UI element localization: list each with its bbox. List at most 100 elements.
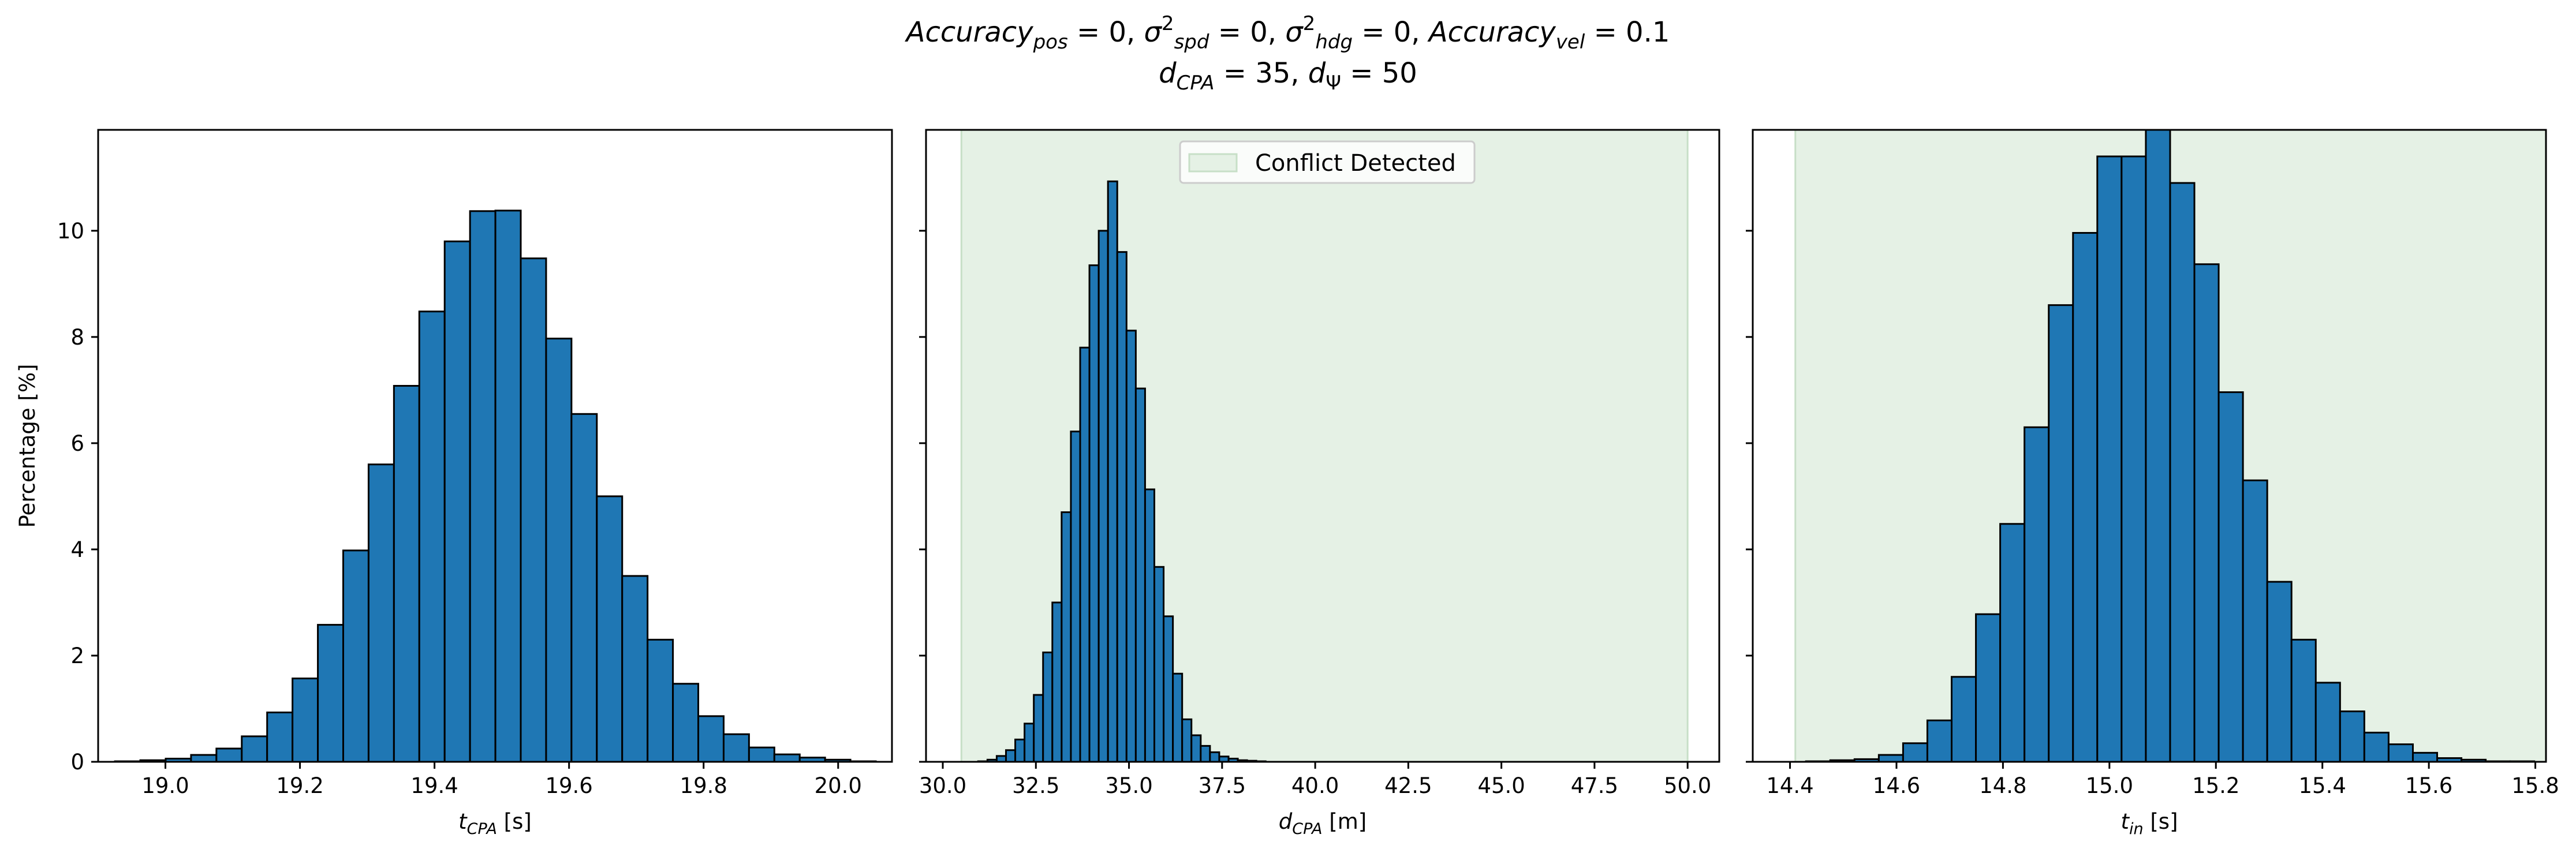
x-tick-label: 15.6 bbox=[2405, 773, 2452, 798]
histogram-bar bbox=[1902, 742, 1928, 762]
histogram-bar bbox=[697, 715, 725, 762]
legend-label: Conflict Detected bbox=[1255, 150, 1456, 177]
histogram-bar bbox=[393, 385, 420, 762]
x-tick-label: 19.0 bbox=[141, 773, 189, 798]
x-tick-label: 19.4 bbox=[410, 773, 458, 798]
x-axis-label: tin [s] bbox=[2120, 809, 2178, 838]
histogram-bar bbox=[2096, 155, 2123, 762]
plot-area bbox=[114, 209, 877, 762]
histogram-bar bbox=[1088, 264, 1100, 762]
histogram-bar bbox=[215, 747, 243, 762]
y-tick-label: 2 bbox=[70, 644, 84, 668]
x-tick-label: 14.8 bbox=[1979, 773, 2026, 798]
y-tick-label: 10 bbox=[57, 219, 84, 244]
y-tick-label: 0 bbox=[70, 750, 84, 775]
figure-title-line1: Accuracypos = 0, σ2spd = 0, σ2hdg = 0, A… bbox=[905, 12, 1670, 54]
histogram-bar bbox=[1134, 387, 1146, 762]
histogram-bar bbox=[2314, 682, 2341, 762]
histogram-bar bbox=[2169, 182, 2196, 762]
histogram-bar bbox=[1190, 734, 1202, 762]
x-tick-label: 14.6 bbox=[1873, 773, 1920, 798]
legend-swatch bbox=[1188, 153, 1238, 173]
histogram-bar bbox=[2024, 426, 2050, 762]
histogram-bar bbox=[545, 338, 573, 762]
x-tick-label: 45.0 bbox=[1477, 773, 1525, 798]
y-tick-label: 8 bbox=[70, 325, 84, 350]
x-tick-label: 15.0 bbox=[2086, 773, 2133, 798]
legend: Conflict Detected bbox=[1179, 140, 1476, 184]
histogram-bar bbox=[1033, 694, 1044, 762]
histogram-bar bbox=[1061, 511, 1072, 762]
histogram-bar bbox=[1079, 346, 1091, 762]
histogram-bar bbox=[2145, 130, 2171, 762]
histogram-bar bbox=[1107, 180, 1118, 762]
histogram-bar bbox=[2363, 731, 2390, 762]
y-tick-label: 6 bbox=[70, 431, 84, 456]
histogram-bar bbox=[1926, 719, 1953, 762]
x-axis-label: dCPA [m] bbox=[1279, 809, 1367, 838]
histogram-bar bbox=[2217, 391, 2244, 762]
histogram-bar bbox=[2193, 263, 2220, 762]
legend-box bbox=[1179, 140, 1476, 184]
x-tick-label: 15.8 bbox=[2511, 773, 2559, 798]
panel-tin-histogram: 14.4 14.6 14.8 15.0 15.2 15.4 15.6 15.8 tin [s] bbox=[1746, 129, 2559, 838]
histogram-bar bbox=[621, 575, 649, 762]
histogram-bar bbox=[1005, 749, 1017, 762]
histogram-bar bbox=[1209, 751, 1220, 762]
histogram-bar bbox=[418, 310, 446, 762]
histogram-bar bbox=[995, 755, 1007, 762]
histogram-bar bbox=[520, 257, 547, 762]
x-tick-label: 19.2 bbox=[276, 773, 323, 798]
x-tick-label: 35.0 bbox=[1105, 773, 1152, 798]
x-tick-label: 40.0 bbox=[1291, 773, 1339, 798]
histogram-bar bbox=[2387, 743, 2414, 762]
axes-frame bbox=[97, 129, 893, 763]
axes-frame bbox=[1752, 129, 2547, 763]
histogram-bar bbox=[2339, 710, 2365, 762]
histogram-bar bbox=[469, 210, 496, 762]
histogram-bar bbox=[672, 683, 700, 762]
histogram-bar bbox=[2411, 751, 2439, 762]
histogram-bar bbox=[1024, 723, 1035, 762]
histogram-bar bbox=[647, 638, 674, 762]
histogram-bar bbox=[1070, 431, 1081, 762]
histogram-bar bbox=[596, 495, 624, 762]
figure-title-line2: dCPA = 35, dΨ = 50 bbox=[1159, 57, 1417, 95]
x-tick-label: 20.0 bbox=[815, 773, 862, 798]
histogram-bar bbox=[1144, 488, 1155, 762]
histogram-bar bbox=[2290, 638, 2317, 762]
histogram-bar bbox=[1014, 738, 1026, 762]
histogram-bar bbox=[1042, 651, 1054, 762]
panel-dcpa-histogram: 30.0 32.5 35.0 37.5 40.0 42.5 45.0 47.5 50.0 dCPA… bbox=[919, 129, 1720, 838]
histogram-bar bbox=[1200, 744, 1211, 762]
histogram-bar bbox=[1975, 613, 2002, 762]
histogram-bar bbox=[342, 549, 369, 762]
panel-tcpa-histogram: 19.0 19.2 19.4 19.6 19.8 20.0 0 2 4 6 8 10 tCPA [s] P… bbox=[15, 129, 893, 838]
y-axis-label: Percentage [%] bbox=[15, 364, 40, 528]
x-tick-label: 37.5 bbox=[1199, 773, 1246, 798]
x-tick-label: 14.4 bbox=[1766, 773, 1813, 798]
histogram-bar bbox=[773, 753, 801, 762]
histogram-bar bbox=[317, 624, 345, 762]
histogram-bar bbox=[443, 240, 471, 762]
axes-frame bbox=[925, 129, 1720, 763]
x-tick-label: 19.8 bbox=[680, 773, 727, 798]
x-tick-label: 32.5 bbox=[1012, 773, 1059, 798]
histogram-bar bbox=[1163, 615, 1174, 762]
histogram-bar bbox=[241, 735, 268, 762]
histogram-bar bbox=[494, 209, 522, 762]
x-tick-label: 50.0 bbox=[1664, 773, 1711, 798]
x-tick-label: 47.5 bbox=[1571, 773, 1618, 798]
histogram-bar bbox=[2072, 232, 2099, 762]
histogram-bar bbox=[1116, 251, 1128, 762]
y-tick-label: 4 bbox=[70, 537, 84, 562]
histogram-bar bbox=[2120, 155, 2147, 762]
histogram-bar bbox=[190, 754, 218, 762]
x-tick-label: 15.4 bbox=[2299, 773, 2346, 798]
histogram-bar bbox=[1153, 566, 1165, 762]
histogram-bar bbox=[2266, 581, 2293, 762]
histogram-bar bbox=[367, 463, 395, 762]
histogram-bar bbox=[1051, 601, 1063, 762]
histogram-bar bbox=[1097, 230, 1109, 762]
